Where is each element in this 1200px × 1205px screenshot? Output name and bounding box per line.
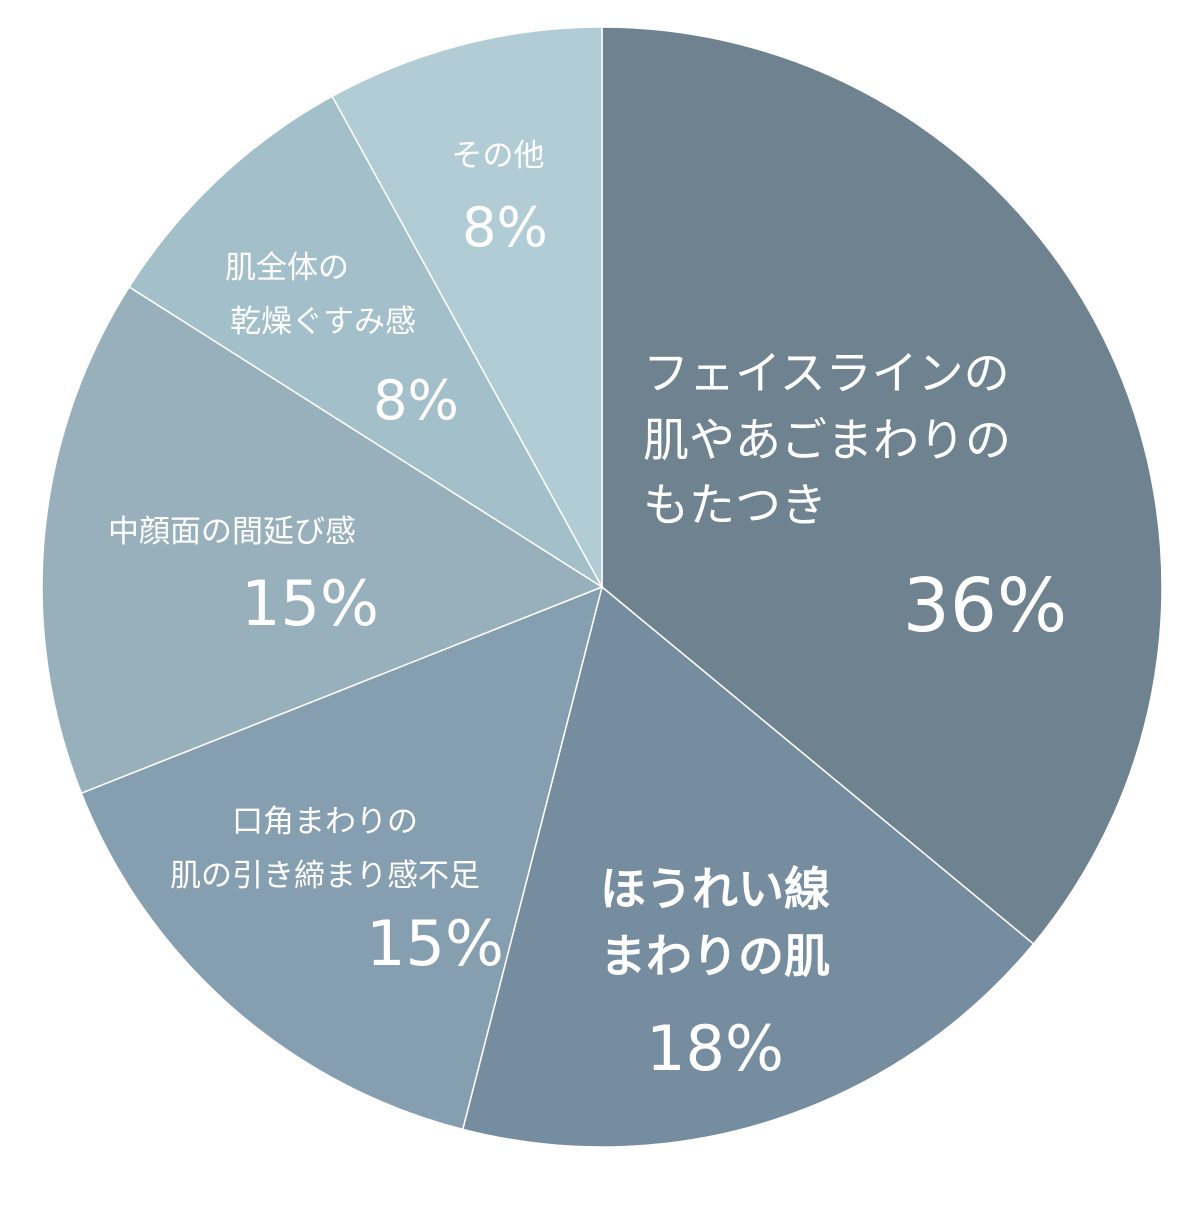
pie-slice-5 bbox=[128, 95, 603, 588]
slice-1-label-line-3: もたつき bbox=[643, 478, 827, 532]
slice-3-value-label: 15% bbox=[366, 907, 504, 980]
pie-slice-2 bbox=[461, 585, 1035, 1148]
slice-6-value-label: 8% bbox=[462, 196, 548, 259]
slice-3-label-line-1: 口角まわりの bbox=[232, 804, 418, 840]
slice-5-value-label: 8% bbox=[373, 369, 459, 432]
slice-5-label-line-2: 乾燥ぐすみ感 bbox=[230, 304, 416, 340]
pie-slice-1 bbox=[601, 26, 1163, 946]
slice-1-label-line-2: 肌やあごまわりの bbox=[643, 413, 1011, 467]
pie-slice-4 bbox=[41, 285, 604, 795]
pie-slice-6 bbox=[331, 26, 603, 588]
slice-2-label-line-2: まわりの肌 bbox=[600, 929, 830, 983]
slice-2-value-label: 18% bbox=[646, 1012, 784, 1085]
slice-1-value-label: 36% bbox=[903, 563, 1067, 649]
slice-4-value-label: 15% bbox=[241, 567, 379, 640]
slice-2-label-line-1: ほうれい線 bbox=[600, 862, 830, 916]
slice-3-label-line-2: 肌の引き締まり感不足 bbox=[170, 858, 480, 894]
slice-4-label-line-1: 中顔面の間延び感 bbox=[108, 514, 356, 550]
slice-5-label-line-1: 肌全体の bbox=[225, 250, 349, 286]
slice-6-label-line-1: その他 bbox=[452, 138, 545, 174]
slice-1-label-line-1: フェイスラインの bbox=[643, 346, 1010, 400]
pie-slice-3 bbox=[80, 585, 604, 1131]
